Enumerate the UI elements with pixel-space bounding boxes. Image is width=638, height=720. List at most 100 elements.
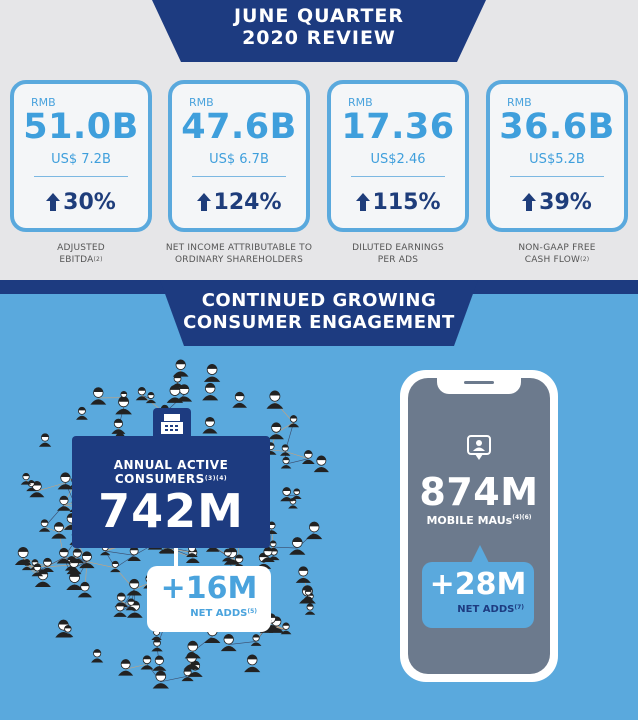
person-icon xyxy=(91,649,104,663)
person-icon xyxy=(152,670,169,689)
person-icon xyxy=(118,659,134,676)
metric-caption: ADJUSTED EBITDA(2) xyxy=(10,242,152,266)
caption-line-2: EBITDA(2) xyxy=(10,254,152,266)
label-text: MOBILE MAUs xyxy=(426,514,513,527)
person-icon xyxy=(57,495,71,511)
divider xyxy=(192,176,286,177)
person-icon xyxy=(220,633,237,652)
network-link xyxy=(270,449,286,452)
person-icon xyxy=(172,359,189,377)
currency-label: RMB xyxy=(348,96,373,109)
mobile-net-adds-bubble: +28M NET ADDS(7) xyxy=(422,562,534,628)
phone-notch xyxy=(437,376,521,394)
divider xyxy=(351,176,445,177)
caption-line-1: NON-GAAP FREE xyxy=(518,243,596,253)
metric-value: 51.0B xyxy=(23,107,139,147)
person-icon xyxy=(313,455,329,473)
metric-card-net-income: RMB 47.6B US$ 6.7B 124% xyxy=(168,80,310,232)
bubble-tail xyxy=(470,545,490,565)
caption-text: ORDINARY SHAREHOLDERS xyxy=(174,255,304,265)
metric-value: 36.6B xyxy=(499,107,615,147)
person-icon xyxy=(38,519,51,532)
person-icon xyxy=(202,382,219,401)
cash-register-glyph xyxy=(161,414,183,434)
person-icon xyxy=(295,566,311,583)
footnote-ref: (5) xyxy=(247,608,257,615)
person-icon xyxy=(34,569,51,588)
person-icon xyxy=(111,418,126,434)
person-icon xyxy=(20,472,32,485)
growth-rate: 115% xyxy=(331,190,465,215)
label-line-1: ANNUAL ACTIVE xyxy=(113,458,229,472)
person-icon xyxy=(70,548,84,564)
footnote-ref: (2) xyxy=(580,256,590,263)
person-icon xyxy=(304,603,316,615)
network-link xyxy=(228,641,257,645)
metric-card-adjusted-ebitda: RMB 51.0B US$ 7.2B 30% xyxy=(10,80,152,232)
metric-card-free-cash-flow: RMB 36.6B US$5.2B 39% xyxy=(486,80,628,232)
network-link xyxy=(160,675,188,683)
section-title: CONTINUED GROWING CONSUMER ENGAGEMENT xyxy=(160,290,478,334)
section-title-line-2: CONSUMER ENGAGEMENT xyxy=(183,312,455,333)
person-icon xyxy=(140,655,154,670)
person-icon xyxy=(79,551,95,569)
person-icon xyxy=(76,406,88,420)
metric-value: 47.6B xyxy=(181,107,297,147)
consumer-net-adds-value: +16M xyxy=(160,571,258,606)
network-link xyxy=(285,458,309,465)
person-icon xyxy=(184,640,201,659)
up-arrow-icon xyxy=(522,193,537,211)
metric-usd-value: US$ 7.2B xyxy=(51,152,111,167)
person-icon xyxy=(268,540,279,552)
network-link xyxy=(285,451,309,459)
growth-value: 115% xyxy=(372,190,441,215)
network-link xyxy=(36,482,66,492)
label-text: NET ADDS xyxy=(190,608,248,619)
up-arrow-icon xyxy=(355,193,370,211)
person-icon xyxy=(51,522,67,539)
person-icon xyxy=(203,364,221,382)
annual-active-consumers-label: ANNUAL ACTIVE CONSUMERS(3)(4) xyxy=(72,458,270,486)
person-icon xyxy=(14,546,32,565)
network-link xyxy=(125,663,148,670)
up-arrow-icon xyxy=(46,193,61,211)
caption-line-1: ADJUSTED xyxy=(57,243,105,253)
section-banner-shape xyxy=(160,280,478,346)
person-icon xyxy=(40,557,54,573)
person-icon xyxy=(113,602,127,617)
title-line-1: JUNE QUARTER xyxy=(233,5,405,27)
label-text: CONSUMERS xyxy=(114,472,205,486)
person-icon xyxy=(268,422,284,440)
person-icon xyxy=(221,548,234,562)
cash-register-icon xyxy=(153,408,191,440)
network-link xyxy=(47,564,72,567)
mobile-net-adds-label: NET ADDS(7) xyxy=(422,604,534,615)
person-icon xyxy=(126,578,142,596)
mobile-mau-label: MOBILE MAUs(4)(6) xyxy=(408,514,550,527)
footnote-ref: (2) xyxy=(93,256,103,263)
up-arrow-icon xyxy=(196,193,211,211)
person-icon xyxy=(291,488,302,500)
person-icon xyxy=(38,433,52,447)
consumer-net-adds-box: +16M NET ADDS(5) xyxy=(147,566,271,632)
person-icon xyxy=(56,547,72,564)
metric-caption: NET INCOME ATTRIBUTABLE TO ORDINARY SHAR… xyxy=(160,242,318,266)
person-icon xyxy=(127,546,141,561)
person-icon xyxy=(125,598,137,611)
currency-label: RMB xyxy=(31,96,56,109)
growth-value: 124% xyxy=(213,190,282,215)
person-icon xyxy=(266,390,284,409)
growth-rate: 124% xyxy=(172,190,306,215)
network-link xyxy=(86,561,116,569)
person-icon xyxy=(303,588,314,600)
footnote-ref: (4)(6) xyxy=(512,514,532,521)
growth-rate: 39% xyxy=(490,190,624,215)
person-icon xyxy=(145,392,157,404)
metric-usd-value: US$ 6.7B xyxy=(209,152,269,167)
metric-caption: NON-GAAP FREE CASH FLOW(2) xyxy=(486,242,628,266)
person-icon xyxy=(31,563,44,577)
caption-line-2: CASH FLOW(2) xyxy=(486,254,628,266)
metric-usd-value: US$2.46 xyxy=(370,152,426,167)
page-title: JUNE QUARTER 2020 REVIEW xyxy=(152,5,486,49)
annual-active-consumers-box: ANNUAL ACTIVE CONSUMERS(3)(4) 742M xyxy=(72,436,270,548)
